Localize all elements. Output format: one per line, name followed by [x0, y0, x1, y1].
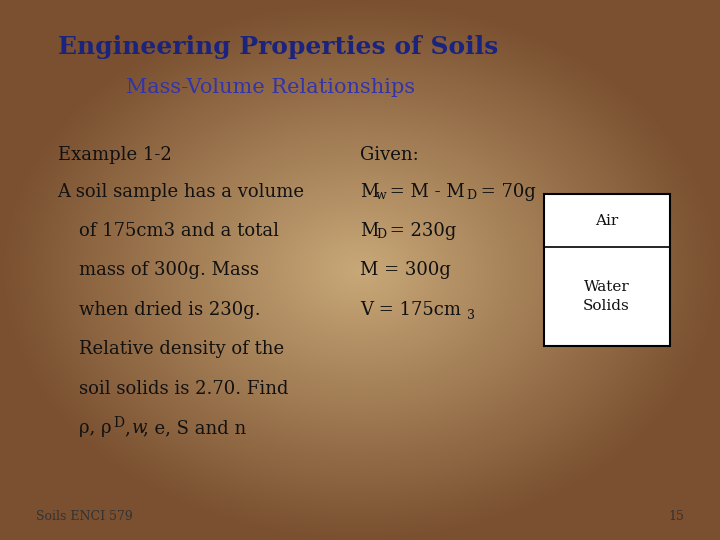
- Text: = 230g: = 230g: [384, 222, 457, 240]
- Text: Given:: Given:: [360, 146, 419, 164]
- Text: D: D: [466, 189, 476, 202]
- Text: A soil sample has a volume: A soil sample has a volume: [58, 183, 305, 200]
- Text: w: w: [132, 419, 147, 437]
- Text: w: w: [376, 189, 387, 202]
- Text: D: D: [114, 416, 125, 430]
- Text: of 175cm3 and a total: of 175cm3 and a total: [79, 222, 279, 240]
- Text: M: M: [360, 183, 379, 200]
- Text: V = 175cm: V = 175cm: [360, 301, 461, 319]
- Text: Mass-Volume Relationships: Mass-Volume Relationships: [126, 78, 415, 97]
- Text: Soils ENCI 579: Soils ENCI 579: [36, 510, 132, 523]
- Text: when dried is 230g.: when dried is 230g.: [79, 301, 261, 319]
- Text: = M - M: = M - M: [384, 183, 465, 200]
- Text: , e, S and n: , e, S and n: [143, 419, 246, 437]
- Text: = 70g: = 70g: [475, 183, 536, 200]
- Text: D: D: [376, 228, 386, 241]
- Text: Engineering Properties of Soils: Engineering Properties of Soils: [58, 35, 498, 59]
- Text: Example 1-2: Example 1-2: [58, 146, 171, 164]
- Text: Air: Air: [595, 214, 618, 228]
- Text: mass of 300g. Mass: mass of 300g. Mass: [79, 261, 259, 279]
- Text: 15: 15: [668, 510, 684, 523]
- Text: ρ, ρ: ρ, ρ: [79, 419, 115, 437]
- Text: Water
Solids: Water Solids: [583, 280, 630, 313]
- Text: M = 300g: M = 300g: [360, 261, 451, 279]
- Bar: [544, 194, 670, 346]
- Text: Relative density of the: Relative density of the: [79, 340, 284, 358]
- Text: 3: 3: [467, 309, 474, 322]
- Text: ,: ,: [125, 419, 136, 437]
- Text: soil solids is 2.70. Find: soil solids is 2.70. Find: [79, 380, 289, 397]
- Text: M: M: [360, 222, 379, 240]
